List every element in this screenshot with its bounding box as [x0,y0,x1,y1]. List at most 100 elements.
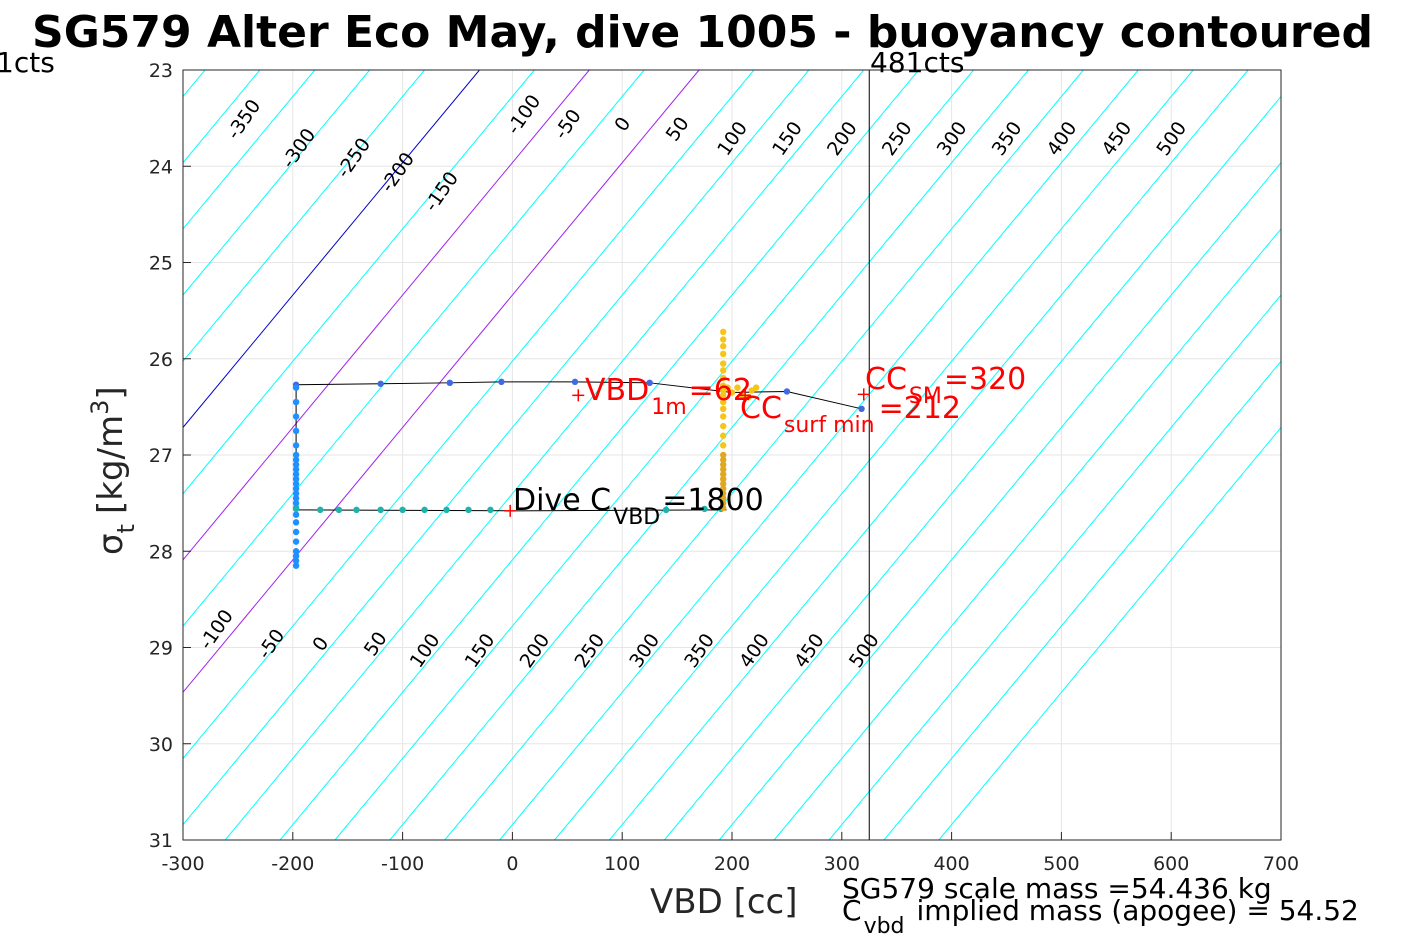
contour-label: 300 [625,630,664,672]
contour-line [183,70,425,363]
y-tick-label: 24 [149,156,173,178]
annotation-markers [504,388,870,517]
x-tick-label: 100 [604,853,640,875]
data-point [292,499,300,507]
contour-line [183,70,590,561]
data-point [720,374,727,382]
data-point [292,519,300,526]
contour-line [0,70,40,840]
implied-mass-text: Cvbd implied mass (apogee) = 54.52 [842,894,1359,939]
contour-label: -350 [223,96,266,144]
contour-line [554,70,1194,840]
contour-label: 250 [878,118,917,160]
data-point [720,413,727,420]
y-axis-sub: t [112,524,140,533]
x-tick-label: 600 [1153,853,1189,875]
contour-label: 0 [610,113,635,136]
data-point [662,506,670,514]
contour-line [183,70,645,627]
x-axis-ticks: -300 -200 -100 0 100 200 300 400 500 600 700 [161,832,1299,875]
data-point [858,405,865,412]
data-point [720,398,727,406]
contour-label: 0 [308,633,333,656]
dive-cvbd-main: Dive C [513,483,611,518]
data-point [720,328,727,335]
contour-label: -100 [195,606,238,654]
x-tick-label: -100 [381,853,424,875]
data-point [292,456,300,464]
data-point [720,336,727,343]
data-point [292,475,300,483]
data-point [720,422,727,430]
data-point [720,456,727,464]
data-point [292,557,300,565]
contour-line [183,70,371,296]
contour-label: -250 [332,134,375,182]
data-point [292,413,300,420]
svg-text:σt[kg/m3]: σt [kg/m3] [86,386,140,555]
vbd-1m-main: VBD [585,373,649,408]
contour-line [609,70,1249,840]
x-tick-label: -200 [271,853,314,875]
contour-line [279,70,920,840]
data-point [399,506,406,514]
data-point [720,451,727,459]
y-axis-unit-sup: 3 [86,400,114,415]
data-point [783,388,791,395]
data-point [292,485,300,492]
cc-sm-value: =320 [944,362,1026,397]
data-point [353,506,360,514]
contour-label: 200 [823,118,862,160]
data-point [446,379,454,387]
data-point [292,461,300,468]
data-point [720,480,727,488]
data-point [292,511,300,518]
x-tick-label: -300 [161,853,204,875]
cc-surf-main: CC [740,391,782,426]
y-axis-label: σt [kg/m3] [86,386,140,555]
contour-label: 150 [768,118,807,160]
data-point [720,350,727,358]
dive-cvbd-value: =1800 [662,483,763,518]
contour-label: 450 [1097,118,1136,160]
buoyancy-contours [0,70,1281,840]
contour-line [183,70,810,826]
data-point [498,378,505,386]
data-point [292,480,300,488]
contour-line [183,70,755,760]
data-point [292,490,300,497]
contour-line [183,70,316,230]
contour-label: 100 [406,630,445,672]
cc-sm-main: CC [865,362,907,397]
data-point [487,506,494,514]
y-tick-label: 26 [149,349,173,371]
data-point [571,378,579,386]
data-point [720,504,727,512]
y-axis-unit-close: ] [91,386,131,399]
x-tick-label: 400 [933,853,969,875]
contour-label: -200 [376,148,419,196]
contour-label: 500 [1152,118,1191,160]
cc-surf-value: =212 [879,391,961,426]
contour-label: 400 [735,630,774,672]
data-point [720,475,727,483]
y-tick-label: 29 [149,638,173,660]
dive-cvbd-sub: VBD [613,505,660,530]
data-point [724,384,731,391]
cc-surf-sub: surf min [784,413,875,438]
implied-mass-sub: vbd [864,914,905,939]
cc-surf-annotation: CCsurf min =212 [740,391,961,438]
data-point [720,466,727,473]
chart-title: SG579 Alter Eco May, dive 1005 - buoyanc… [32,7,1373,58]
vbd-1m-value: =62 [689,373,752,408]
contour-line [773,228,1281,840]
contour-label: 400 [1043,118,1082,160]
scale-mass-text: SG579 scale mass =54.436 kg [842,872,1272,905]
contour-line [828,294,1281,840]
data-point [720,392,727,399]
data-point [292,505,300,513]
contour-line [444,70,1084,840]
cc-sm-annotation: CCSM=320 [865,362,1026,409]
y-axis-unit: [kg/m [91,415,131,514]
